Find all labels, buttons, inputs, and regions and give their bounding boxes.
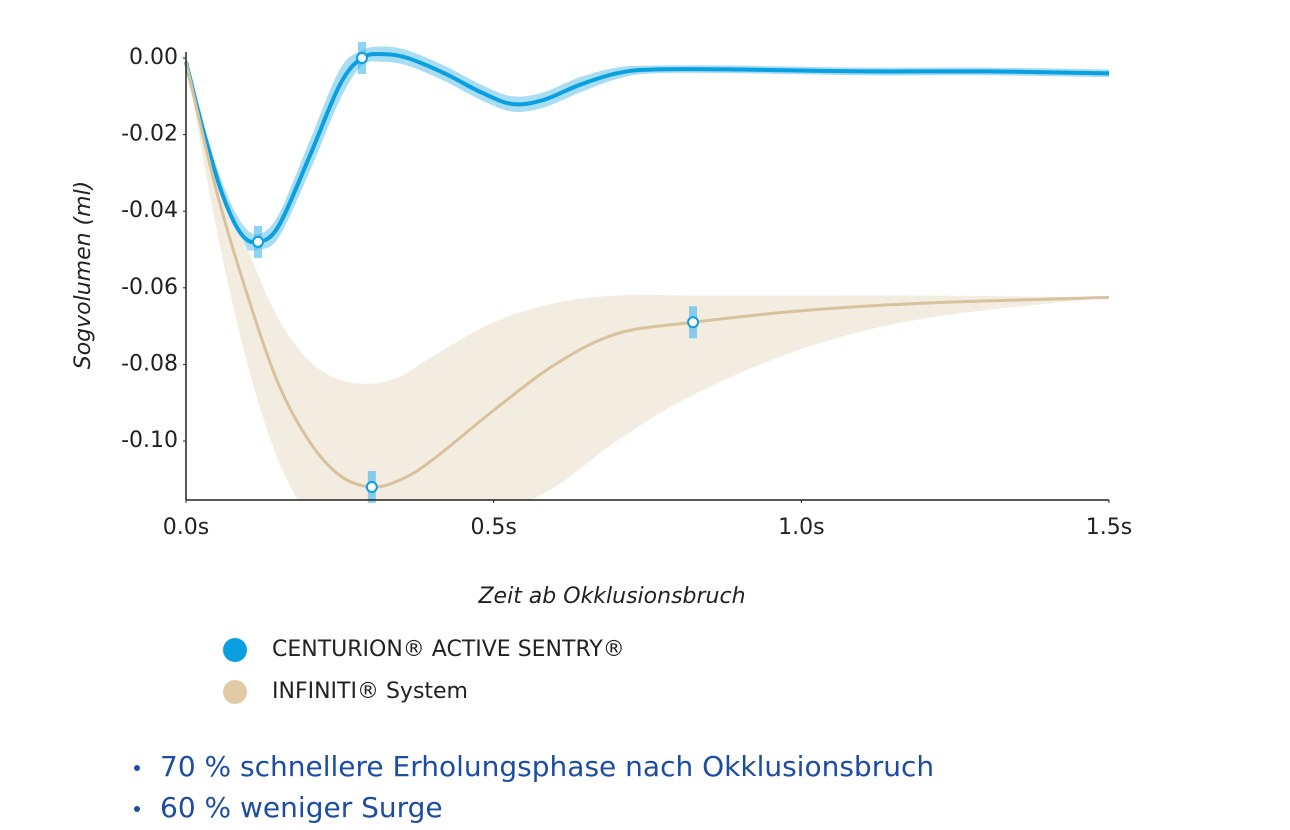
x-axis-title: Zeit ab Okklusionsbruch [477,584,745,609]
y-tick-label: -0.04 [121,198,178,223]
marker [687,316,700,329]
note: 60 % weniger Surge [160,791,443,824]
marker [251,235,264,248]
x-tick-label: 0.0s [163,515,209,540]
series-line [184,61,1110,489]
y-axis-title: Sogvolumen (ml) [71,181,96,370]
y-tick-label: -0.10 [121,428,178,453]
bullet [134,765,140,771]
y-tick-label: -0.08 [121,351,178,376]
legend-label: CENTURION® ACTIVE SENTRY® [272,637,625,662]
confidence-band [186,46,1109,251]
x-tick-label: 0.5s [470,515,516,540]
bands [186,46,1109,500]
y-tick-label: -0.06 [121,275,178,300]
x-tick-label: 1.0s [778,515,824,540]
series-line [184,52,1110,245]
legend-label: INFINITI® System [272,679,468,704]
lines [184,42,1110,503]
note: 70 % schnellere Erholungsphase nach Okkl… [160,750,934,783]
marker [365,480,378,493]
y-tick-label: 0.00 [129,45,178,70]
bullet [134,806,140,812]
x-tick-label: 1.5s [1086,515,1132,540]
marker [355,52,368,65]
legend-swatch [223,638,247,662]
y-tick-label: -0.02 [121,122,178,147]
confidence-band [186,61,1109,500]
legend-swatch [223,680,247,704]
